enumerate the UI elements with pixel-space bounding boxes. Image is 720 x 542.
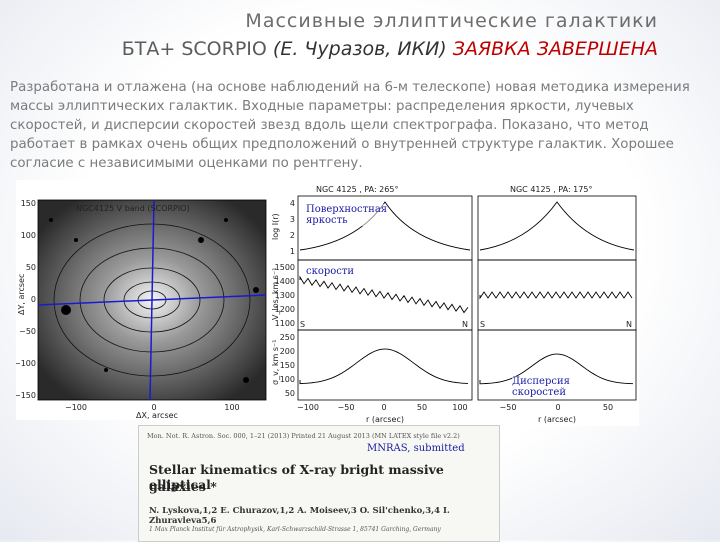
- galaxy-xtick-label: 100: [224, 403, 239, 412]
- brightness-profile-right: [479, 201, 635, 251]
- xtick-left-label: −100: [297, 403, 319, 412]
- galaxy-xtick-label: 0: [151, 403, 156, 412]
- row2-ytick-label: 1300: [275, 291, 295, 300]
- row2-ytick-label: 1200: [275, 305, 295, 314]
- velocity-profile-left: [299, 275, 469, 314]
- subtitle-instrument: БТА+ SCORPIO: [121, 38, 267, 60]
- row3-ylabel: σ_v, km s⁻¹: [271, 340, 280, 385]
- galaxy-ytick-label: 50: [26, 263, 36, 272]
- paper-submitted: MNRAS, submitted: [367, 443, 465, 454]
- row2-ytick-label: 1500: [275, 263, 295, 272]
- row3-ytick-label: 150: [280, 361, 295, 370]
- row3-ytick-label: 200: [280, 347, 295, 356]
- galaxy-xtick-label: −100: [65, 403, 87, 412]
- panel-left-title: NGC 4125 , PA: 265°: [316, 185, 398, 194]
- annotation-surface-brightness: Поверхностная яркость: [306, 204, 388, 226]
- galaxy-image-figure: NGC4125 V band (SCORPIO) 150 100 50 0 −50 −10…: [14, 180, 268, 420]
- slide-title: Массивные эллиптические галактики: [245, 10, 658, 32]
- kinematics-plots-figure: NGC 4125 , PA: 265° NGC 4125 , PA: 175° …: [268, 180, 639, 426]
- paper-title-line1: Stellar kinematics of X-ray bright massi…: [149, 462, 444, 492]
- galaxy-ytick-label: 150: [21, 199, 36, 208]
- label-n-left: N: [462, 320, 468, 329]
- row1-ytick-label: 2: [290, 231, 295, 240]
- velocity-profile-right: [479, 291, 633, 300]
- label-n-right: N: [626, 320, 632, 329]
- subtitle-author: (Е. Чуразов, ИКИ): [272, 38, 447, 60]
- xtick-right-label: 50: [603, 403, 613, 412]
- galaxy-ytick-label: 100: [21, 231, 36, 240]
- paper-header: Mon. Not. R. Astron. Soc. 000, 1–21 (201…: [147, 432, 460, 440]
- dispersion-profile-left: [299, 348, 469, 385]
- paper-title-line2: galaxies *: [149, 479, 217, 494]
- galaxy-ytick-label: −50: [19, 327, 36, 336]
- row3-ytick-label: 250: [280, 333, 295, 342]
- row1-ytick-label: 4: [290, 199, 295, 208]
- xlabel-left: r (arcsec): [366, 415, 404, 424]
- xlabel-right: r (arcsec): [538, 415, 576, 424]
- xtick-left-label: 50: [417, 403, 427, 412]
- panel-right-title: NGC 4125 , PA: 175°: [510, 185, 592, 194]
- row2-ytick-label: 1100: [275, 319, 295, 328]
- galaxy-image: NGC4125 V band (SCORPIO) 150 100 50 0 −50 −10…: [14, 199, 267, 420]
- xtick-left-label: −50: [338, 403, 355, 412]
- row2-ylabel: V_los, km s⁻¹: [271, 268, 280, 320]
- galaxy-image-ylabel: ΔY, arcsec: [17, 274, 26, 315]
- dispersion-profile-right: [479, 353, 634, 385]
- label-s-left: S: [300, 320, 305, 329]
- xtick-left-label: 100: [452, 403, 467, 412]
- annotation-dispersion: Дисперсия скоростей: [512, 376, 572, 398]
- row3-ytick-label: 50: [285, 389, 295, 398]
- xtick-right-label: 0: [555, 403, 560, 412]
- slide-subtitle: БТА+ SCORPIO (Е. Чуразов, ИКИ) ЗАЯВКА ЗА…: [122, 38, 658, 60]
- row2-ytick-label: 1400: [275, 277, 295, 286]
- label-s-right: S: [480, 320, 485, 329]
- row1-ylabel: log I(r): [271, 213, 280, 240]
- brightness-profile-left: [299, 201, 471, 251]
- galaxy-image-title: NGC4125 V band (SCORPIO): [76, 204, 190, 213]
- row3-ytick-label: 100: [280, 375, 295, 384]
- description-paragraph: Разработана и отлажена (на основе наблюд…: [10, 80, 690, 171]
- paper-snippet: Mon. Not. R. Astron. Soc. 000, 1–21 (201…: [138, 425, 500, 542]
- xtick-left-label: 0: [381, 403, 386, 412]
- galaxy-image-xlabel: ΔX, arcsec: [136, 411, 178, 420]
- kinematics-plots: NGC 4125 , PA: 265° NGC 4125 , PA: 175° …: [271, 185, 637, 424]
- galaxy-ytick-label: 0: [31, 295, 36, 304]
- annotation-velocity: скорости: [306, 266, 355, 277]
- row1-ytick-label: 3: [290, 215, 295, 224]
- paper-affiliation: 1 Max Planck Institut für Astrophysik, K…: [149, 526, 441, 533]
- subtitle-status: ЗАЯВКА ЗАВЕРШЕНА: [452, 38, 658, 60]
- xtick-right-label: −50: [500, 403, 517, 412]
- galaxy-ytick-label: −100: [16, 359, 36, 368]
- paper-authors: N. Lyskova,1,2 E. Churazov,1,2 A. Moisee…: [149, 506, 450, 526]
- row1-ytick-label: 1: [290, 247, 295, 256]
- galaxy-ytick-label: −150: [16, 391, 36, 400]
